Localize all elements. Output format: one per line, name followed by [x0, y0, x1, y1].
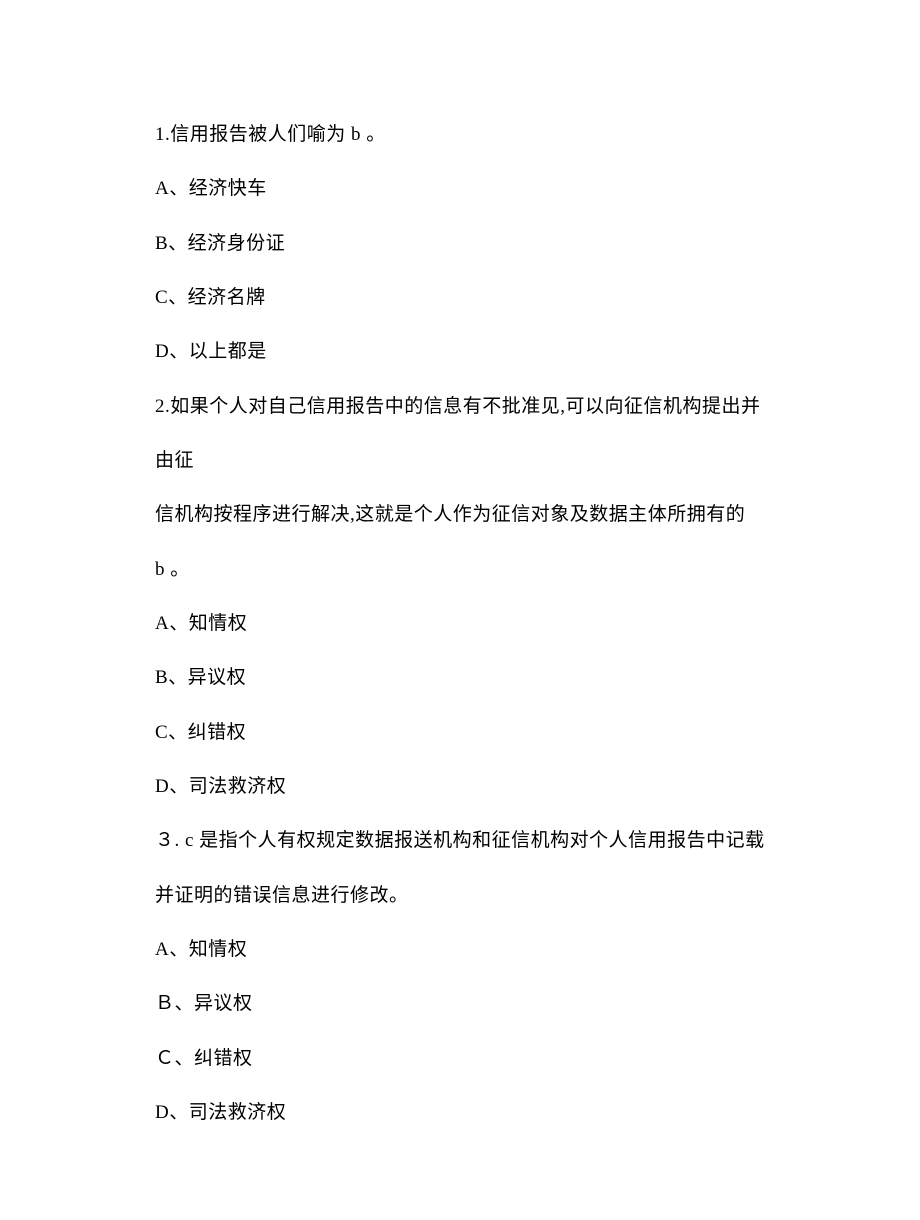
q3-option-a: A、知情权 — [155, 923, 765, 977]
document-page: 1.信用报告被人们喻为 b 。 A、经济快车 B、经济身份证 C、经济名牌 D、… — [0, 0, 920, 1220]
q1-option-b: B、经济身份证 — [155, 217, 765, 271]
q2-stem-line3: b 。 — [155, 543, 765, 597]
q1-stem: 1.信用报告被人们喻为 b 。 — [155, 108, 765, 162]
q2-option-d: D、司法救济权 — [155, 760, 765, 814]
q1-option-c: C、经济名牌 — [155, 271, 765, 325]
q1-option-d: D、以上都是 — [155, 325, 765, 379]
q3-stem-line2: 并证明的错误信息进行修改。 — [155, 869, 765, 923]
q3-option-d: D、司法救济权 — [155, 1086, 765, 1140]
q3-option-c: Ｃ、纠错权 — [155, 1032, 765, 1086]
q1-option-a: A、经济快车 — [155, 162, 765, 216]
q3-stem-line1: ３. c 是指个人有权规定数据报送机构和征信机构对个人信用报告中记载 — [155, 814, 765, 868]
q2-stem-line2: 信机构按程序进行解决,这就是个人作为征信对象及数据主体所拥有的 — [155, 488, 765, 542]
q2-option-a: A、知情权 — [155, 597, 765, 651]
q2-option-b: B、异议权 — [155, 651, 765, 705]
q2-stem-line1: 2.如果个人对自己信用报告中的信息有不批准见,可以向征信机构提出并由征 — [155, 380, 765, 489]
q2-option-c: C、纠错权 — [155, 706, 765, 760]
q3-option-b: Ｂ、异议权 — [155, 977, 765, 1031]
